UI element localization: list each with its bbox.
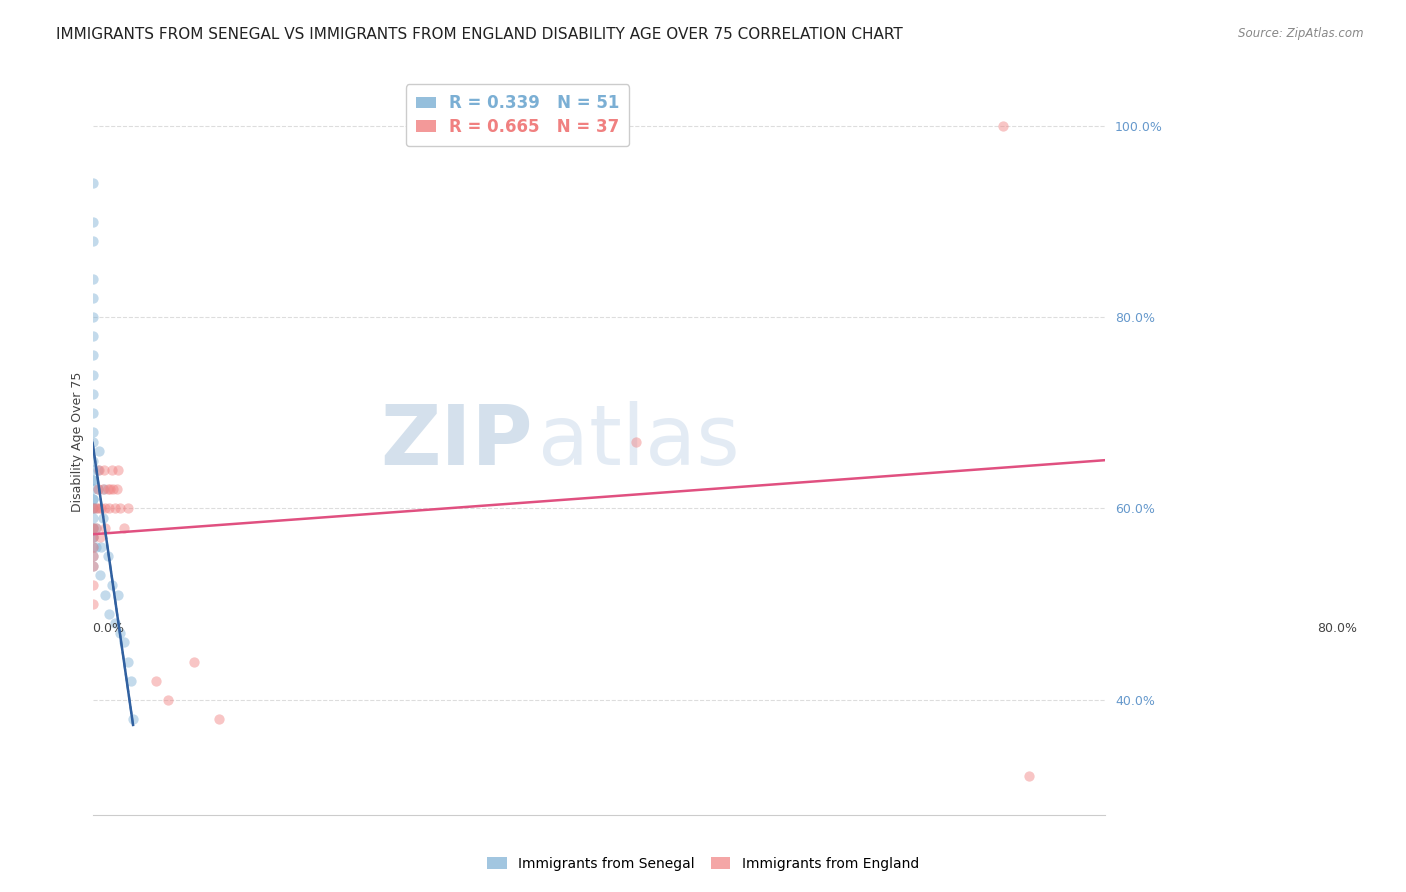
Point <box>145 673 167 688</box>
Point <box>82 521 104 535</box>
Point <box>101 483 124 497</box>
Point <box>82 214 104 228</box>
Point <box>82 540 104 554</box>
Point <box>97 483 120 497</box>
Point <box>87 463 110 477</box>
Point <box>91 511 114 525</box>
Point <box>82 501 104 516</box>
Legend: Immigrants from Senegal, Immigrants from England: Immigrants from Senegal, Immigrants from… <box>482 851 924 876</box>
Point <box>98 483 121 497</box>
Point <box>104 616 127 631</box>
Point <box>82 434 104 449</box>
Point <box>97 549 120 564</box>
Point <box>626 434 648 449</box>
Point <box>122 712 145 726</box>
Point <box>82 491 104 506</box>
Point <box>82 329 104 343</box>
Point <box>86 463 108 477</box>
Point <box>82 511 104 525</box>
Point <box>82 310 104 325</box>
Point <box>87 501 110 516</box>
Point <box>120 673 142 688</box>
Point <box>100 578 122 592</box>
Point <box>112 635 135 649</box>
Point <box>82 176 104 190</box>
Point <box>208 712 231 726</box>
Point <box>110 501 132 516</box>
Point <box>105 483 128 497</box>
Point <box>82 558 104 573</box>
Point <box>82 291 104 305</box>
Y-axis label: Disability Age Over 75: Disability Age Over 75 <box>72 371 84 512</box>
Point <box>82 386 104 401</box>
Point <box>86 501 108 516</box>
Point <box>82 549 104 564</box>
Text: Source: ZipAtlas.com: Source: ZipAtlas.com <box>1239 27 1364 40</box>
Point <box>1018 769 1040 783</box>
Point <box>107 463 129 477</box>
Point <box>82 597 104 611</box>
Point <box>94 588 117 602</box>
Point <box>110 625 132 640</box>
Point <box>93 483 115 497</box>
Point <box>112 521 135 535</box>
Point <box>82 453 104 467</box>
Point <box>82 425 104 439</box>
Text: atlas: atlas <box>538 401 740 482</box>
Legend: R = 0.339   N = 51, R = 0.665   N = 37: R = 0.339 N = 51, R = 0.665 N = 37 <box>406 85 630 146</box>
Point <box>82 558 104 573</box>
Point <box>87 444 110 458</box>
Point <box>82 578 104 592</box>
Point <box>82 540 104 554</box>
Point <box>89 568 111 582</box>
Point <box>82 272 104 286</box>
Text: ZIP: ZIP <box>380 401 533 482</box>
Point <box>157 693 180 707</box>
Point <box>98 607 121 621</box>
Point <box>86 483 108 497</box>
Point <box>82 406 104 420</box>
Point <box>98 501 121 516</box>
Point <box>82 368 104 382</box>
Point <box>93 463 115 477</box>
Point <box>82 473 104 487</box>
Point <box>90 501 112 516</box>
Text: 0.0%: 0.0% <box>93 622 125 635</box>
Point <box>82 521 104 535</box>
Point <box>94 521 117 535</box>
Point <box>82 483 104 497</box>
Point <box>82 530 104 544</box>
Point <box>86 540 108 554</box>
Point <box>82 501 104 516</box>
Point <box>91 483 114 497</box>
Point <box>90 540 112 554</box>
Point <box>82 530 104 544</box>
Point <box>86 483 108 497</box>
Point <box>82 234 104 248</box>
Point <box>82 473 104 487</box>
Point <box>94 501 117 516</box>
Point <box>82 549 104 564</box>
Point <box>86 521 108 535</box>
Point <box>86 521 108 535</box>
Point <box>82 521 104 535</box>
Point <box>82 491 104 506</box>
Point <box>82 530 104 544</box>
Point <box>183 655 205 669</box>
Point <box>100 463 122 477</box>
Point <box>82 501 104 516</box>
Point <box>117 501 139 516</box>
Text: 80.0%: 80.0% <box>1317 622 1358 635</box>
Text: IMMIGRANTS FROM SENEGAL VS IMMIGRANTS FROM ENGLAND DISABILITY AGE OVER 75 CORREL: IMMIGRANTS FROM SENEGAL VS IMMIGRANTS FR… <box>56 27 903 42</box>
Point <box>89 530 111 544</box>
Point <box>117 655 139 669</box>
Point <box>107 588 129 602</box>
Point <box>82 348 104 362</box>
Point <box>82 463 104 477</box>
Point <box>104 501 127 516</box>
Point <box>86 501 108 516</box>
Point <box>993 119 1015 133</box>
